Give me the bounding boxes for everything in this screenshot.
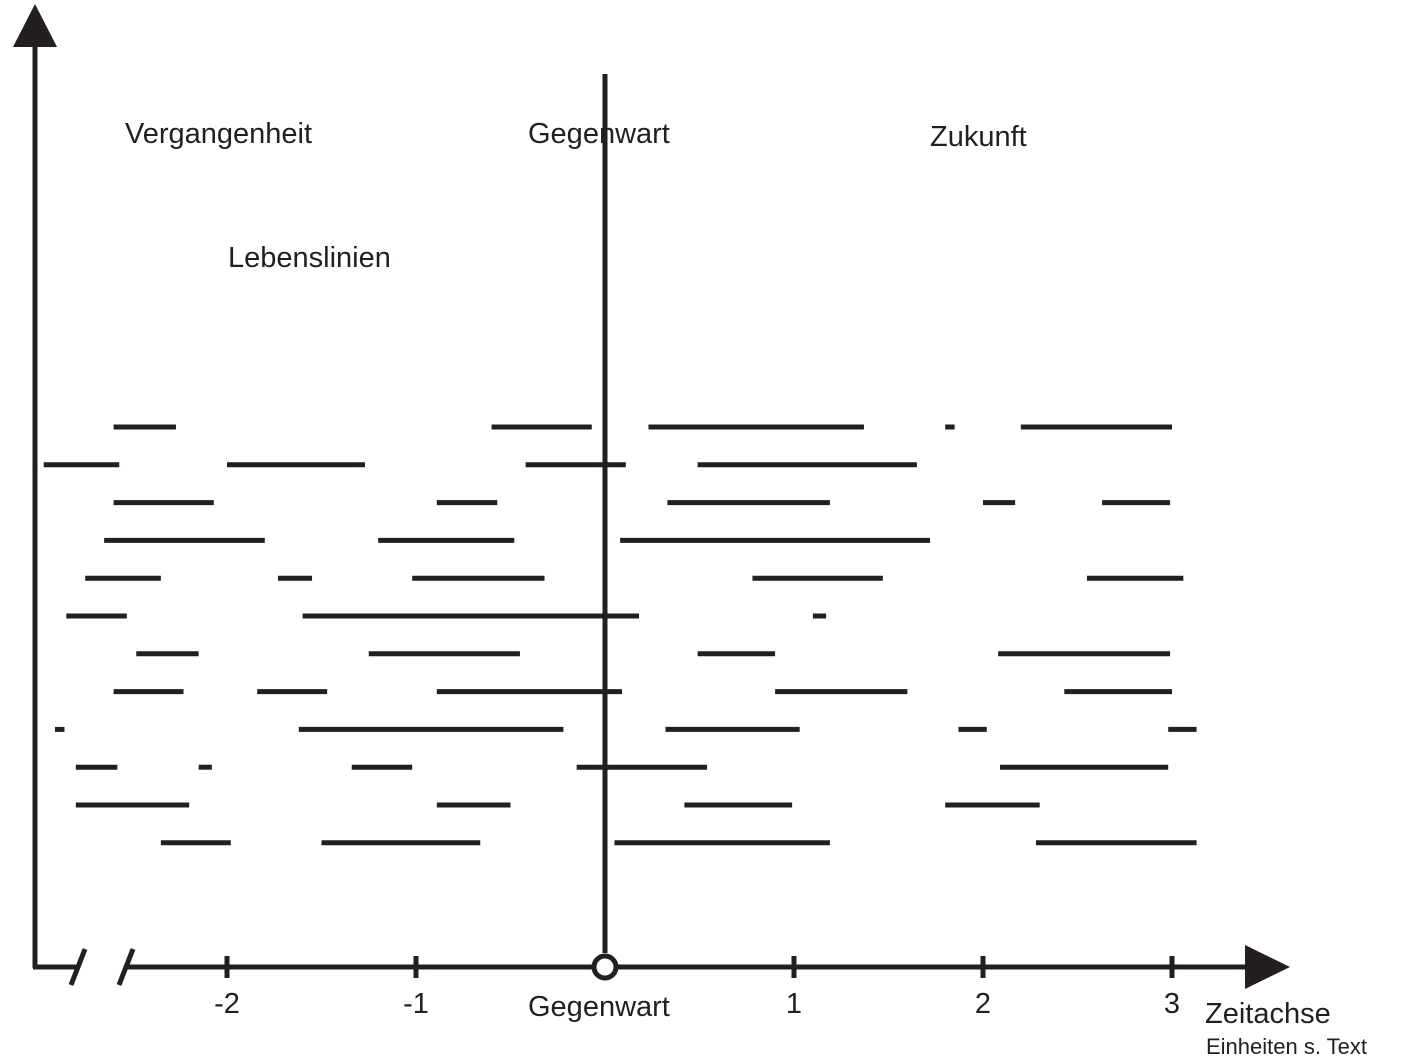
axis-name-label: Zeitachse: [1205, 998, 1331, 1030]
vertical-axis-arrowhead: [13, 4, 57, 47]
future-label: Zukunft: [930, 121, 1027, 153]
present-top-label: Gegenwart: [528, 118, 670, 150]
tick-label: 3: [1164, 988, 1180, 1020]
time-axis-arrowhead: [1245, 945, 1290, 989]
axis-ticks: -2 -1 1 2 3: [214, 956, 1180, 1020]
axis-break-mark-left: [68, 948, 88, 986]
tick-label: -1: [403, 988, 429, 1020]
lifelines: [43, 424, 1197, 846]
present-origin-marker: [591, 953, 619, 981]
units-note-label: Einheiten s. Text: [1206, 1034, 1367, 1058]
tick-label: -2: [214, 988, 240, 1020]
past-label: Vergangenheit: [125, 118, 312, 150]
tick-label: 2: [975, 988, 991, 1020]
lifelines-label: Lebenslinien: [228, 242, 391, 274]
tick-label: 1: [786, 988, 802, 1020]
present-axis-label: Gegenwart: [528, 991, 670, 1023]
